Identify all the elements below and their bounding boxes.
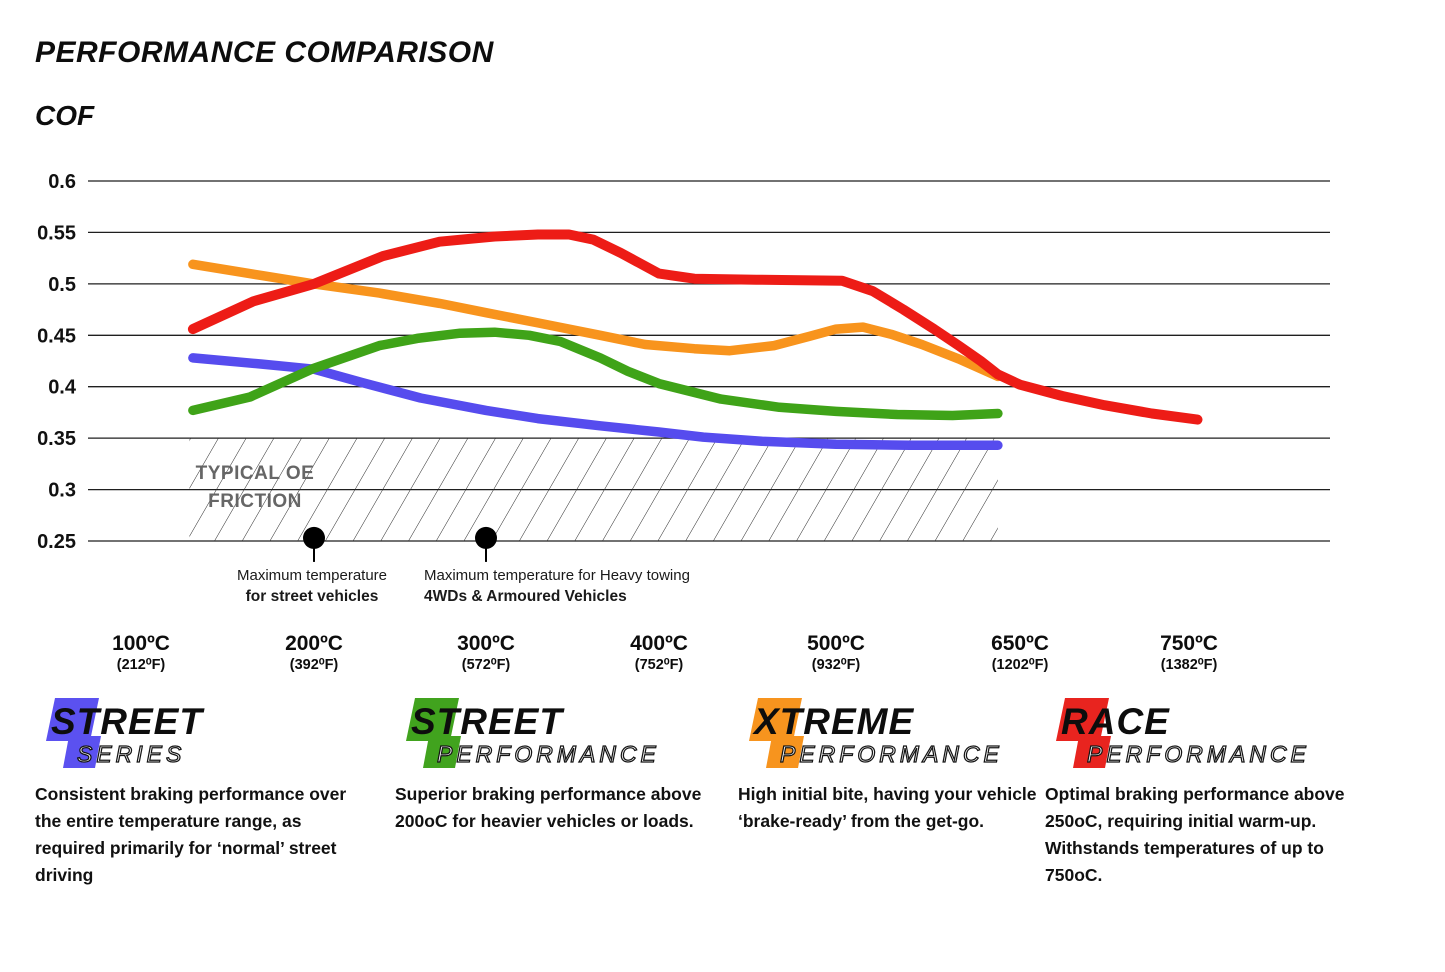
logo-word1: XTREME: [752, 701, 915, 742]
temperature-markers: [303, 526, 497, 562]
legend-street-performance: STREET PERFORMANCE Superior braking perf…: [395, 695, 730, 835]
page-title: PERFORMANCE COMPARISON: [35, 36, 494, 69]
y-tick-label: 0.5: [48, 274, 76, 296]
y-tick-label: 0.6: [48, 171, 76, 193]
xtreme-performance-logo-icon: XTREME PERFORMANCE: [749, 698, 1003, 768]
x-tick-label: 300ºC (572⁰F): [457, 632, 515, 674]
annotation-line1: Maximum temperature: [236, 567, 388, 584]
x-tick-celsius: 100ºC: [112, 632, 170, 655]
typical-oe-friction-zone: [189, 438, 998, 541]
y-tick-label: 0.3: [48, 480, 76, 502]
y-tick-label: 0.4: [48, 377, 77, 399]
logo-word1: STREET: [51, 701, 205, 742]
legend-street-series: STREET SERIES Consistent braking perform…: [35, 695, 370, 889]
logo-word2: PERFORMANCE: [437, 741, 660, 767]
logo-square-large: [1056, 698, 1109, 741]
x-tick-celsius: 650ºC: [991, 632, 1049, 655]
race-performance-logo-icon: RACE PERFORMANCE: [1056, 698, 1310, 768]
legend-xtreme-performance: XTREME PERFORMANCE High initial bite, ha…: [738, 695, 1043, 835]
x-tick-label: 200ºC (392⁰F): [285, 632, 343, 674]
x-tick-fahrenheit: (1382⁰F): [1160, 657, 1218, 673]
series-line-street-series: [188, 353, 1003, 451]
x-tick-label: 400ºC (752⁰F): [630, 632, 688, 674]
gridlines: 0.6 0.55 0.5 0.45 0.4 0.35 0.3 0.25: [37, 171, 1330, 553]
marker-dot: [475, 526, 497, 549]
logo-word1: RACE: [1061, 701, 1170, 742]
x-tick-fahrenheit: (752⁰F): [634, 657, 684, 673]
annotation-max-temp-towing: Maximum temperature for Heavy towing 4WD…: [424, 565, 690, 607]
marker-dot: [303, 526, 325, 549]
y-tick-label: 0.55: [37, 222, 76, 244]
annotation-line2: 4WDs & Armoured Vehicles: [424, 588, 627, 605]
x-tick-fahrenheit: (212⁰F): [116, 657, 166, 673]
x-tick-fahrenheit: (932⁰F): [811, 657, 861, 673]
x-tick-fahrenheit: (572⁰F): [461, 657, 511, 673]
x-tick-celsius: 300ºC: [457, 632, 515, 655]
logo-square-large: [749, 698, 802, 741]
legend-description: Superior braking performance above 200oC…: [395, 784, 702, 831]
oe-friction-hatch: [189, 438, 998, 541]
logo-square-small: [423, 736, 461, 768]
series-lines: [187, 229, 1203, 451]
oe-label-line1: TYPICAL OE: [195, 463, 315, 484]
logo-square-small: [1073, 736, 1111, 768]
street-series-logo-icon: STREET SERIES: [46, 698, 205, 768]
x-tick-celsius: 400ºC: [630, 632, 688, 655]
street-performance-logo-icon: STREET PERFORMANCE: [406, 698, 660, 768]
logo-word1: STREET: [411, 701, 565, 742]
typical-oe-friction-label: TYPICAL OE FRICTION: [180, 460, 330, 516]
oe-label-line2: FRICTION: [208, 491, 302, 512]
logo-word2: PERFORMANCE: [1087, 741, 1310, 767]
x-tick-label: 500ºC (932⁰F): [807, 632, 865, 674]
logo-word2: PERFORMANCE: [780, 741, 1003, 767]
x-tick-fahrenheit: (392⁰F): [289, 657, 339, 673]
logo-square-small: [63, 736, 101, 768]
logo-square-small: [766, 736, 804, 768]
y-tick-label: 0.35: [37, 428, 76, 450]
y-tick-label: 0.45: [37, 325, 76, 347]
annotation-line1: Maximum temperature for Heavy towing: [424, 567, 690, 584]
legend-race-performance: RACE PERFORMANCE Optimal braking perform…: [1045, 695, 1385, 889]
x-tick-celsius: 200ºC: [285, 632, 343, 655]
series-line-race-performance: [187, 229, 1203, 425]
annotation-max-temp-street: Maximum temperature for street vehicles: [237, 565, 387, 607]
x-tick-celsius: 500ºC: [807, 632, 865, 655]
legend-description: Optimal braking performance above 250oC,…: [1045, 784, 1345, 885]
x-tick-label: 650ºC (1202⁰F): [991, 632, 1049, 674]
legend-description: High initial bite, having your vehicle ‘…: [738, 784, 1037, 831]
x-tick-celsius: 750ºC: [1160, 632, 1218, 655]
series-line-xtreme-performance: [188, 259, 1003, 382]
logo-square-large: [406, 698, 459, 741]
logo-square-large: [46, 698, 99, 741]
series-line-street-performance: [188, 327, 1003, 421]
logo-word2: SERIES: [77, 741, 185, 767]
x-tick-label: 100ºC (212⁰F): [112, 632, 170, 674]
legend-description: Consistent braking performance over the …: [35, 784, 347, 885]
y-axis-title: COF: [35, 100, 95, 131]
annotation-line2: for street vehicles: [245, 588, 379, 605]
y-tick-label: 0.25: [37, 531, 76, 553]
x-tick-fahrenheit: (1202⁰F): [991, 657, 1049, 673]
x-tick-label: 750ºC (1382⁰F): [1160, 632, 1218, 674]
